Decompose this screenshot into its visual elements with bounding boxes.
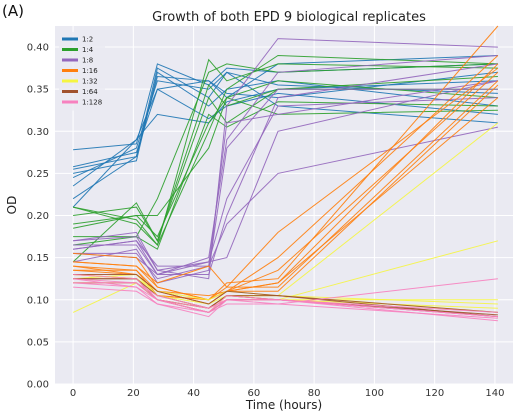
x-axis-label: Time (hours) bbox=[245, 398, 322, 412]
legend-label: 1:128 bbox=[82, 99, 102, 107]
x-tick-label: 80 bbox=[308, 388, 321, 399]
legend: 1:2 1:4 1:8 1:16 1:32 1:64 1:128 bbox=[59, 32, 105, 111]
legend-label: 1:32 bbox=[82, 78, 98, 86]
y-tick-label: 0.20 bbox=[27, 211, 49, 222]
chart-title: Growth of both EPD 9 biological replicat… bbox=[152, 10, 426, 25]
x-tick-label: 60 bbox=[248, 388, 261, 399]
legend-label: 1:8 bbox=[82, 57, 93, 65]
replicate-line bbox=[73, 63, 498, 275]
y-tick-label: 0.00 bbox=[27, 380, 49, 391]
replicate-line bbox=[73, 58, 498, 247]
y-tick-label: 0.30 bbox=[27, 127, 49, 138]
replicate-line bbox=[73, 274, 498, 318]
replicate-line bbox=[73, 88, 498, 284]
y-tick-label: 0.35 bbox=[27, 85, 49, 96]
x-tick-label: 120 bbox=[425, 388, 444, 399]
legend-label: 1:4 bbox=[82, 46, 94, 54]
y-tick-label: 0.15 bbox=[27, 253, 49, 264]
replicate-line bbox=[73, 80, 498, 238]
x-tick-label: 0 bbox=[70, 388, 76, 399]
series-layer bbox=[72, 25, 499, 322]
replicate-line bbox=[73, 38, 498, 280]
series-1-128 bbox=[73, 274, 498, 322]
replicate-line bbox=[73, 80, 499, 288]
panel-label: (A) bbox=[2, 2, 24, 20]
y-tick-label: 0.05 bbox=[27, 337, 49, 348]
y-tick-label: 0.10 bbox=[27, 295, 49, 306]
x-tick-label: 40 bbox=[187, 388, 200, 399]
tick-labels: 0 20 40 60 80 100 120 140 0.00 0.05 0.10 0.15 0.20 0.… bbox=[27, 43, 505, 399]
x-tick-label: 140 bbox=[485, 388, 504, 399]
replicate-line bbox=[73, 278, 498, 313]
legend-label: 1:64 bbox=[82, 88, 98, 96]
legend-label: 1:16 bbox=[82, 67, 98, 75]
x-tick-label: 20 bbox=[127, 388, 140, 399]
x-tick-label: 100 bbox=[365, 388, 384, 399]
y-tick-label: 0.40 bbox=[27, 43, 49, 54]
y-tick-label: 0.25 bbox=[27, 169, 49, 180]
legend-label: 1:2 bbox=[82, 36, 93, 44]
y-axis-label: OD bbox=[5, 196, 19, 215]
series-1-4 bbox=[72, 54, 498, 263]
replicate-line bbox=[72, 54, 498, 246]
